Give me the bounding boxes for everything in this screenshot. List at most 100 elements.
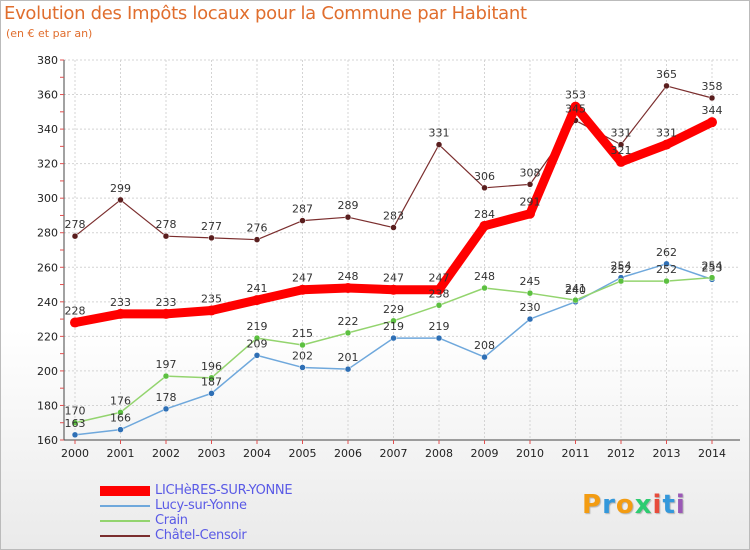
data-point: [162, 232, 170, 240]
data-point: [252, 295, 262, 306]
data-point: [253, 352, 261, 359]
data-label: 233: [156, 296, 177, 309]
data-label: 306: [474, 170, 495, 183]
data-label: 287: [292, 203, 313, 216]
data-label: 208: [474, 339, 495, 352]
y-tick-label: 380: [37, 54, 58, 67]
legend-label: Crain: [155, 513, 188, 528]
data-label: 228: [65, 305, 86, 318]
legend-label: Châtel-Censoir: [155, 528, 247, 543]
data-point: [663, 82, 670, 90]
y-tick-label: 160: [37, 434, 58, 447]
y-tick-label: 320: [37, 158, 58, 171]
data-point: [663, 260, 670, 268]
data-point: [570, 101, 581, 112]
x-tick-label: 2004: [243, 447, 271, 460]
data-point: [343, 283, 353, 293]
legend-swatch: [100, 520, 150, 522]
data-label: 277: [201, 220, 222, 233]
data-label: 284: [474, 208, 495, 221]
x-tick-label: 2000: [61, 447, 89, 460]
legend-label: LICHèRES-SUR-YONNE: [155, 483, 293, 498]
x-tick-label: 2002: [152, 447, 180, 460]
data-point: [253, 334, 261, 342]
data-label: 233: [110, 296, 131, 309]
data-point: [435, 334, 443, 342]
data-label: 170: [65, 405, 86, 418]
data-point: [344, 365, 352, 373]
data-label: 345: [565, 102, 586, 115]
data-point: [708, 274, 716, 281]
y-tick-label: 340: [37, 123, 58, 136]
data-point: [616, 156, 626, 167]
data-label: 219: [247, 320, 268, 333]
data-point: [344, 329, 352, 337]
data-label: 252: [611, 263, 632, 276]
x-tick-label: 2007: [380, 447, 408, 460]
data-label: 241: [565, 282, 586, 295]
data-point: [434, 284, 444, 295]
data-point: [526, 315, 534, 323]
data-label: 238: [429, 287, 450, 300]
data-point: [526, 181, 534, 188]
data-label: 248: [338, 270, 359, 283]
data-label: 196: [201, 360, 222, 373]
data-label: 276: [247, 222, 268, 235]
data-point: [297, 284, 308, 295]
data-label: 219: [429, 320, 450, 333]
y-tick-label: 260: [37, 261, 58, 274]
data-point: [572, 296, 579, 304]
data-label: 331: [611, 127, 632, 140]
data-label: 353: [565, 89, 586, 102]
data-point: [70, 317, 80, 328]
data-point: [117, 409, 124, 416]
data-label: 235: [201, 292, 222, 305]
y-tick-label: 360: [37, 89, 58, 102]
legend-swatch: [100, 535, 150, 537]
data-label: 291: [520, 196, 541, 209]
data-point: [390, 334, 397, 342]
data-point: [390, 317, 397, 325]
x-tick-label: 2006: [334, 447, 362, 460]
data-point: [525, 208, 535, 219]
data-point: [481, 184, 488, 192]
data-point: [390, 224, 397, 231]
data-label: 247: [383, 272, 404, 285]
legend-swatch: [100, 505, 150, 507]
data-point: [299, 364, 306, 371]
data-point: [162, 405, 170, 413]
data-point: [208, 390, 215, 397]
data-point: [388, 284, 399, 295]
data-label: 222: [338, 315, 359, 328]
x-tick-label: 2001: [107, 447, 135, 460]
chart-title: Evolution des Impôts locaux pour la Comm…: [4, 3, 527, 24]
data-label: 178: [156, 391, 177, 404]
data-label: 252: [656, 263, 677, 276]
data-label: 321: [611, 144, 632, 157]
data-label: 219: [383, 320, 404, 333]
data-label: 331: [656, 127, 677, 140]
proxiti-logo: Proxiti: [582, 490, 686, 520]
chart-subtitle: (en € et par an): [6, 27, 93, 40]
data-label: 253: [702, 261, 723, 274]
legend-label: Lucy-sur-Yonne: [155, 498, 247, 513]
data-label: 248: [474, 270, 495, 283]
data-point: [206, 305, 217, 316]
data-label: 262: [656, 246, 677, 259]
data-point: [617, 277, 625, 285]
data-point: [117, 196, 124, 204]
data-point: [661, 139, 672, 150]
x-tick-label: 2009: [471, 447, 499, 460]
y-tick-label: 240: [37, 296, 58, 309]
data-point: [481, 284, 488, 292]
data-label: 254: [702, 260, 723, 273]
data-label: 247: [292, 272, 313, 285]
y-tick-label: 280: [37, 227, 58, 240]
data-label: 209: [247, 337, 268, 350]
data-label: 187: [201, 375, 222, 388]
data-point: [161, 308, 171, 319]
data-label: 247: [429, 272, 450, 285]
data-label: 229: [383, 303, 404, 316]
data-point: [344, 213, 352, 221]
